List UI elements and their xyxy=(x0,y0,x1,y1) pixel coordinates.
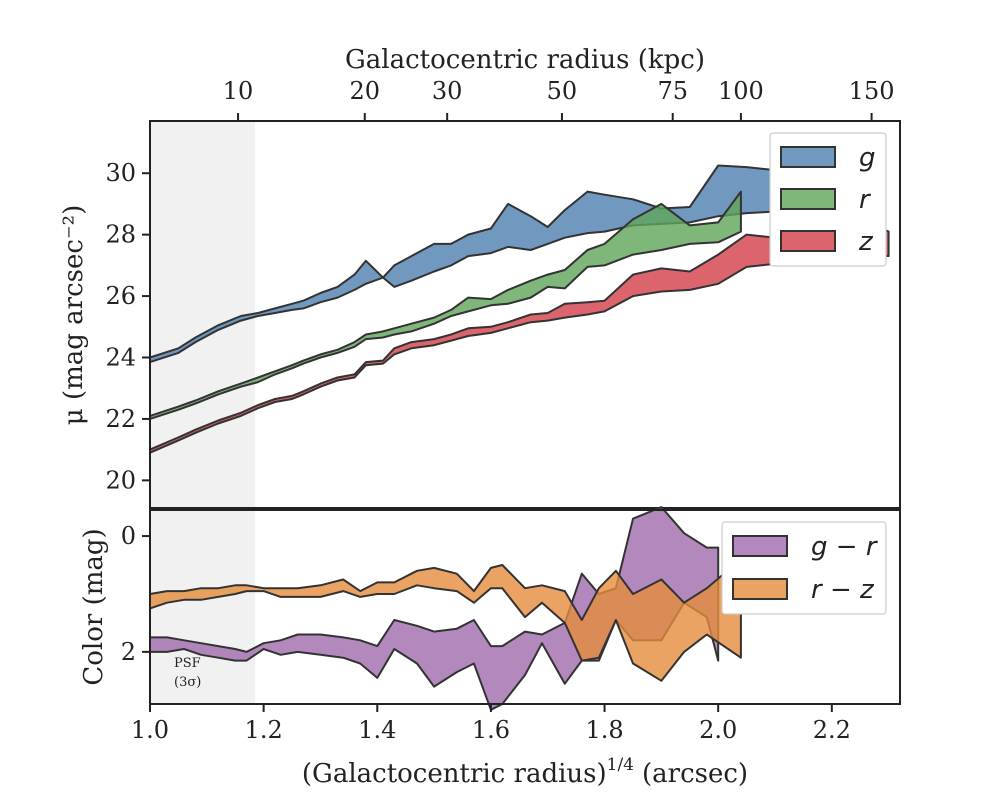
bottom-legend-label: g − r xyxy=(811,532,879,562)
top-ytick-label: 28 xyxy=(105,221,136,249)
top-ytick-label: 30 xyxy=(105,159,136,187)
top-axes-frame xyxy=(149,120,901,509)
psf-note-line2: (3σ) xyxy=(174,675,201,690)
bottom-y-ticks: 02 xyxy=(121,522,150,666)
bottom-legend-swatch xyxy=(732,535,788,557)
top-ytick-label: 20 xyxy=(105,466,136,494)
kpc-tick-label: 50 xyxy=(547,77,578,105)
area-series-r-1 xyxy=(149,190,742,420)
top-ytick-label: 22 xyxy=(105,405,136,433)
top-legend: grz xyxy=(769,132,887,267)
x-tick-label: 1.2 xyxy=(245,716,283,744)
top-ytick-label: 24 xyxy=(105,344,136,372)
x-axis-label: (Galactocentric radius)1/4 (arcsec) xyxy=(302,755,748,789)
kpc-tick-label: 10 xyxy=(223,77,254,105)
top-legend-label: z xyxy=(858,227,874,257)
bottom-panel: 02 1.0 1.2 1.4 1.6 1.8 2.0 2.2 Color (mag) (Ga… xyxy=(79,506,901,789)
kpc-tick-label: 20 xyxy=(349,77,380,105)
color-axis-label: Color (mag) xyxy=(79,528,109,685)
area-series-gr-0 xyxy=(149,506,720,711)
mu-axis-label: μ (mag arcsec⁻²) xyxy=(59,205,89,425)
x-axis-label-sup: 1/4 xyxy=(607,755,634,775)
kpc-tick-label: 30 xyxy=(432,77,463,105)
x-tick-label: 2.0 xyxy=(699,716,737,744)
bottom-x-ticks: 1.0 1.2 1.4 1.6 1.8 2.0 2.2 xyxy=(131,704,851,744)
bottom-axes-frame xyxy=(149,509,901,705)
bottom-legend-label: r − z xyxy=(811,575,875,605)
x-tick-label: 1.0 xyxy=(131,716,169,744)
top-legend-label: g xyxy=(859,143,876,173)
x-tick-label: 2.2 xyxy=(813,716,851,744)
psf-shaded-region xyxy=(150,121,256,508)
kpc-tick-label: 150 xyxy=(849,77,895,105)
top-kpc-ticks: 10 20 30 50 75 100 150 xyxy=(223,77,895,121)
top-panel: 20 22 24 26 28 30 10 20 30 50 75 100 150 Galactocen… xyxy=(59,45,901,509)
psf-shaded-region-bottom xyxy=(150,510,256,704)
top-area-series xyxy=(149,135,890,454)
bottom-legend: g − r r − z xyxy=(721,521,887,615)
top-legend-swatch xyxy=(780,230,836,252)
kpc-tick-label: 100 xyxy=(718,77,764,105)
top-legend-swatch xyxy=(780,146,836,168)
bottom-ytick-label: 2 xyxy=(121,638,136,666)
kpc-tick-label: 75 xyxy=(657,77,688,105)
top-y-ticks: 20 22 24 26 28 30 xyxy=(105,159,150,494)
area-series-z-2 xyxy=(149,216,890,454)
bottom-legend-swatch xyxy=(732,578,788,600)
x-tick-label: 1.4 xyxy=(358,716,396,744)
x-tick-label: 1.6 xyxy=(472,716,510,744)
top-legend-swatch xyxy=(780,188,836,210)
x-axis-label-unit: (arcsec) xyxy=(642,759,748,789)
top-axis-label: Galactocentric radius (kpc) xyxy=(345,45,705,75)
top-legend-label: r xyxy=(859,185,872,215)
x-axis-label-main: (Galactocentric radius) xyxy=(302,759,607,789)
bottom-ytick-label: 0 xyxy=(121,522,136,550)
top-ytick-label: 26 xyxy=(105,282,136,310)
psf-note-line1: PSF xyxy=(174,656,201,671)
x-tick-label: 1.8 xyxy=(585,716,623,744)
